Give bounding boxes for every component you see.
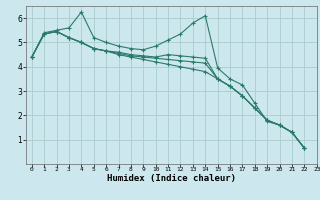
X-axis label: Humidex (Indice chaleur): Humidex (Indice chaleur) [107, 174, 236, 183]
